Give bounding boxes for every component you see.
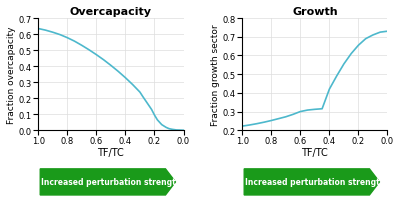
Title: Growth: Growth bbox=[292, 7, 338, 17]
Title: Overcapacity: Overcapacity bbox=[70, 7, 152, 17]
X-axis label: TF/TC: TF/TC bbox=[302, 147, 328, 157]
Y-axis label: Fraction growth sector: Fraction growth sector bbox=[211, 24, 220, 125]
Text: Increased perturbation strength: Increased perturbation strength bbox=[41, 178, 181, 186]
X-axis label: TF/TC: TF/TC bbox=[97, 147, 124, 157]
Text: Increased perturbation strength: Increased perturbation strength bbox=[245, 178, 385, 186]
Y-axis label: Fraction overcapacity: Fraction overcapacity bbox=[7, 26, 16, 123]
